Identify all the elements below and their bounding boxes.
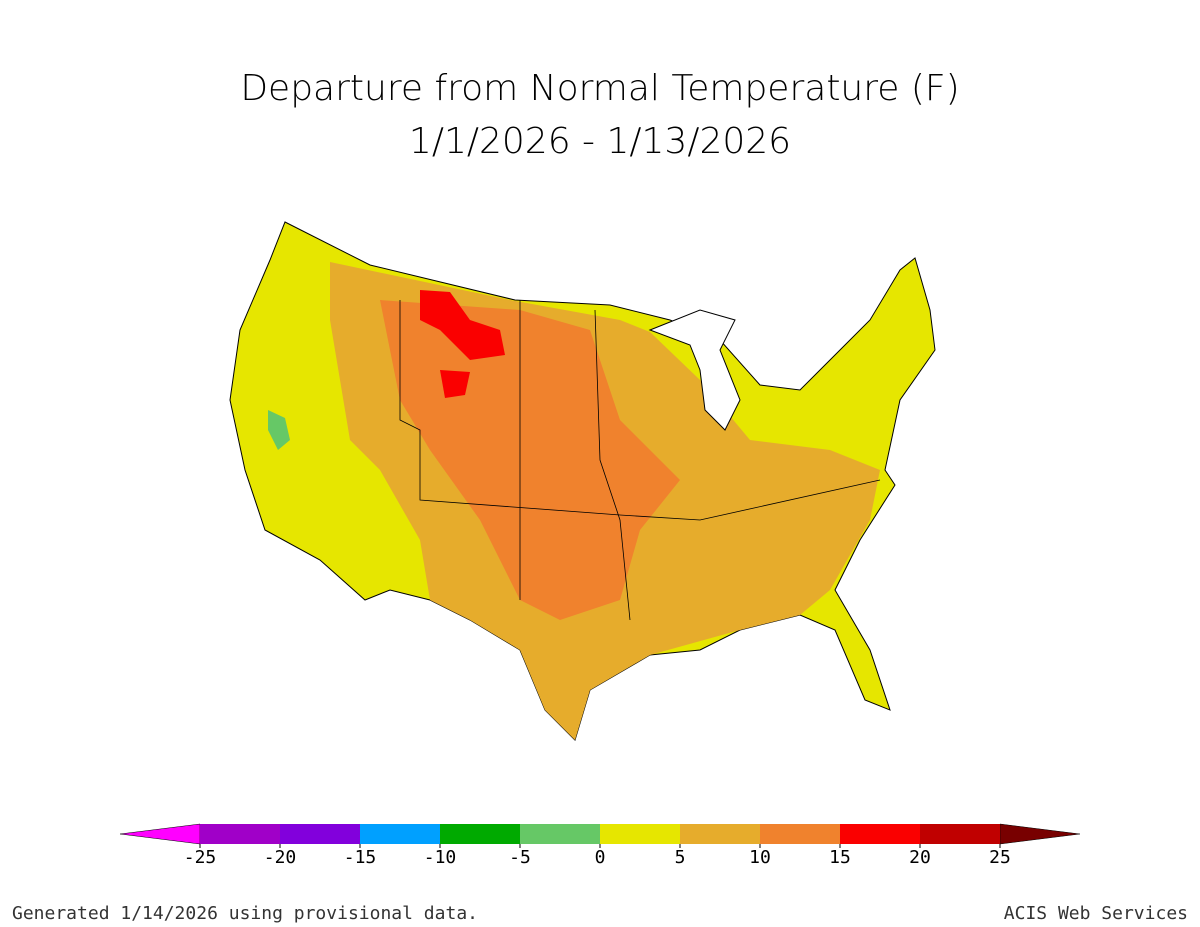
colorbar-tick-label: -10 xyxy=(424,847,457,868)
colorbar-tick-label: 10 xyxy=(749,847,771,868)
subtitle: 1/1/2026 - 1/13/2026 xyxy=(409,121,791,162)
colorbar: -25 -20 -15 -10 -5 0 5 10 15 20 25 xyxy=(119,823,1081,868)
great-lakes xyxy=(648,309,741,431)
colorbar-tick-label: 20 xyxy=(909,847,931,868)
state-lines xyxy=(594,309,631,621)
title: Departure from Normal Temperature (F) xyxy=(240,68,959,109)
colorbar-tick-label: -15 xyxy=(344,847,377,868)
colorbar-bin xyxy=(360,824,440,844)
colorbar-tick-label: -20 xyxy=(264,847,297,868)
colorbar-tick-label: 0 xyxy=(595,847,606,868)
colorbar-tick-label: -25 xyxy=(184,847,217,868)
colorbar-tick-label: -5 xyxy=(509,847,531,868)
map xyxy=(229,221,936,741)
footer-right: ACIS Web Services xyxy=(1004,903,1188,924)
hottest-region xyxy=(440,370,470,398)
footer-left: Generated 1/14/2026 using provisional da… xyxy=(12,903,478,924)
colorbar-bin xyxy=(600,824,680,844)
cool-region xyxy=(268,410,290,450)
state-lines xyxy=(399,300,881,521)
colorbar-tick-label: 5 xyxy=(675,847,686,868)
colorbar-bin xyxy=(440,824,520,844)
colorbar-bin xyxy=(280,824,360,844)
colorbar-below xyxy=(119,823,201,845)
colorbar-bin xyxy=(760,824,840,844)
colorbar-tick-label: 25 xyxy=(989,847,1011,868)
hottest-region xyxy=(420,290,505,360)
colorbar-bin xyxy=(840,824,920,844)
colorbar-tick-label: 15 xyxy=(829,847,851,868)
colorbar-bin xyxy=(680,824,760,844)
colorbar-bin xyxy=(520,824,600,844)
colorbar-bin xyxy=(920,824,1000,844)
colorbar-above xyxy=(999,823,1081,845)
colorbar-bin xyxy=(200,824,280,844)
